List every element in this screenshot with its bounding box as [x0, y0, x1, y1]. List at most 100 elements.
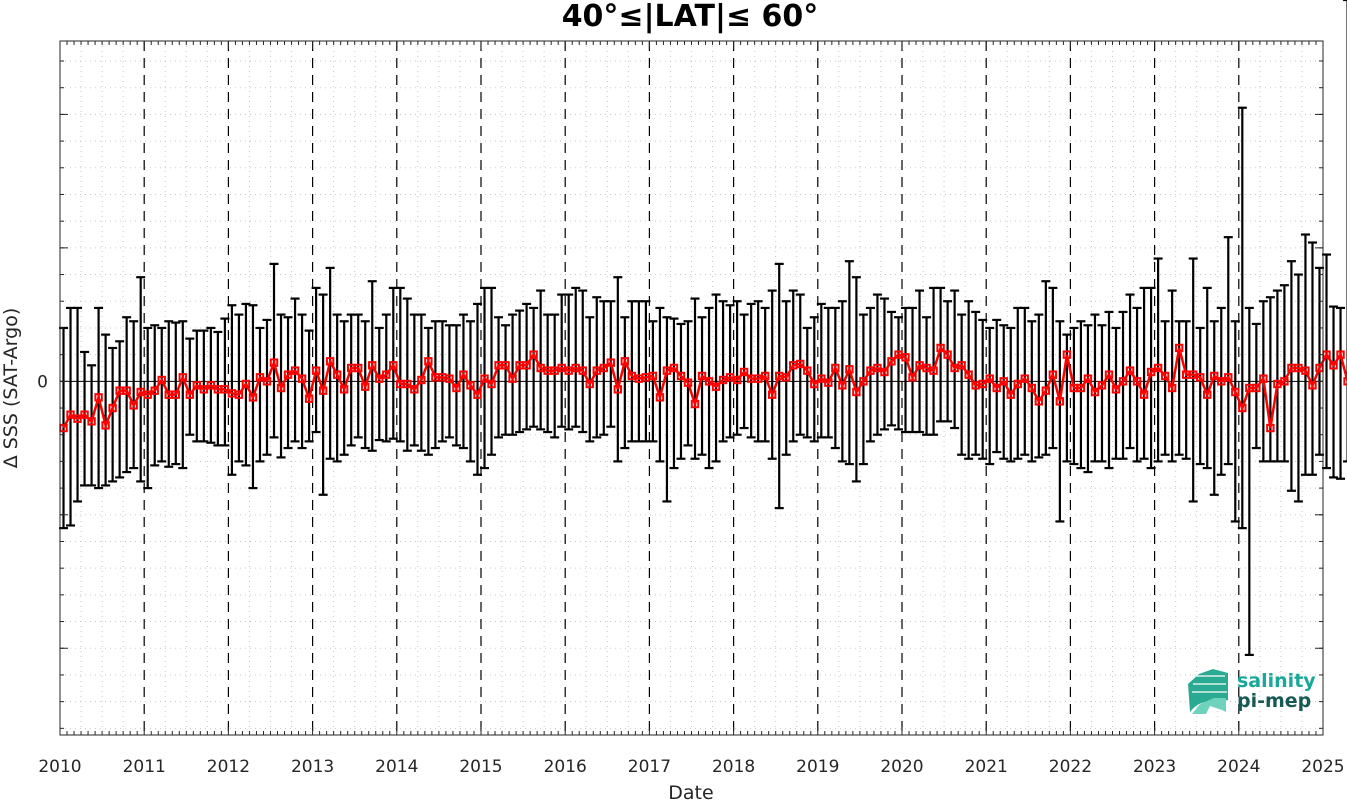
mean-marker [1153, 363, 1163, 373]
x-tick-label: 2017 [628, 757, 671, 777]
mean-marker [129, 401, 138, 410]
mean-marker [1301, 366, 1310, 375]
mean-marker [1125, 366, 1135, 375]
mean-marker [269, 358, 279, 367]
mean-marker [1238, 403, 1247, 413]
x-tick-label: 2021 [965, 757, 1008, 777]
mean-marker [964, 370, 973, 379]
mean-marker [1013, 379, 1022, 389]
mean-marker [655, 393, 665, 402]
mean-marker [978, 379, 987, 389]
mean-marker [845, 365, 854, 374]
x-tick-label: 2025 [1301, 757, 1344, 777]
mean-marker [1132, 377, 1142, 386]
mean-marker [831, 363, 840, 373]
mean-marker [1343, 377, 1347, 386]
mean-marker [1076, 383, 1086, 393]
mean-marker [810, 379, 819, 389]
mean-marker [739, 367, 749, 377]
x-tick-label: 2022 [1049, 757, 1092, 777]
mean-marker [234, 390, 244, 399]
mean-marker [824, 378, 833, 387]
mean-marker [1097, 381, 1107, 390]
mean-marker [445, 374, 454, 383]
mean-marker [459, 370, 468, 379]
mean-marker [887, 357, 896, 366]
mean-marker [578, 366, 587, 375]
mean-marker [1062, 350, 1072, 359]
wave-logo-icon [1188, 669, 1228, 714]
salinity-pi-mep-logo: salinity pi-mep [1188, 669, 1316, 714]
mean-marker [1034, 397, 1044, 406]
mean-marker [1083, 374, 1093, 383]
logo-text-pi-mep: pi-mep [1237, 690, 1311, 712]
x-tick-label: 2024 [1217, 757, 1260, 777]
mean-marker [1308, 381, 1317, 390]
mean-marker [1336, 350, 1345, 359]
mean-marker [992, 383, 1001, 393]
error-bars [59, 0, 1347, 657]
x-tick-label: 2015 [459, 757, 502, 777]
mean-marker [936, 343, 945, 353]
mean-marker [613, 385, 623, 394]
mean-marker [760, 371, 770, 381]
mean-marker [1090, 387, 1100, 397]
mean-marker [403, 379, 412, 389]
x-tick-label: 2023 [1133, 757, 1176, 777]
mean-marker [985, 374, 994, 383]
minor-grid [60, 41, 1323, 735]
x-tick-label: 2014 [375, 757, 418, 777]
mean-marker [241, 379, 251, 389]
mean-marker [480, 374, 489, 383]
mean-marker [354, 363, 363, 373]
mean-marker [382, 370, 391, 379]
mean-marker [676, 371, 686, 381]
mean-marker [620, 357, 630, 366]
mean-marker [368, 361, 377, 370]
mean-marker [1041, 386, 1051, 395]
y-tick-label: 0 [37, 372, 48, 392]
mean-marker [80, 410, 89, 419]
mean-marker [325, 357, 335, 366]
mean-marker [1118, 377, 1128, 386]
mean-marker [522, 361, 531, 370]
mean-marker [929, 366, 938, 375]
mean-marker [599, 363, 608, 373]
mean-marker [332, 370, 342, 379]
mean-marker [318, 386, 328, 395]
mean-marker [697, 371, 707, 381]
mean-marker [508, 374, 517, 383]
mean-marker [87, 417, 96, 426]
mean-marker [1196, 373, 1205, 382]
mean-marker [101, 421, 110, 430]
chart-title: 40°≤|LAT|≤ 60° [562, 0, 819, 34]
mean-marker [1266, 423, 1275, 433]
mean-marker [389, 361, 398, 370]
mean-marker [704, 377, 714, 386]
mean-marker [262, 377, 272, 386]
mean-marker [683, 378, 693, 387]
x-tick-label: 2011 [123, 757, 166, 777]
mean-marker [901, 353, 910, 362]
mean-marker [157, 375, 166, 385]
mean-marker [606, 358, 616, 367]
mean-marker [1174, 343, 1184, 353]
y-axis-label: Δ SSS (SAT-Argo) [0, 308, 22, 468]
mean-marker [1224, 373, 1233, 382]
x-tick-label: 2018 [712, 757, 755, 777]
mean-marker [108, 403, 117, 413]
x-tick-label: 2013 [291, 757, 334, 777]
mean-marker [185, 390, 195, 399]
logo-text-salinity: salinity [1237, 670, 1316, 692]
mean-marker [1252, 383, 1261, 393]
mean-marker [943, 350, 952, 359]
mean-marker [1048, 370, 1058, 379]
mean-marker [957, 361, 966, 370]
mean-marker [852, 387, 861, 397]
mean-marker [424, 357, 433, 366]
mean-marker [767, 390, 777, 399]
mean-marker [452, 383, 461, 393]
mean-marker [782, 373, 791, 382]
mean-marker [1111, 385, 1121, 394]
